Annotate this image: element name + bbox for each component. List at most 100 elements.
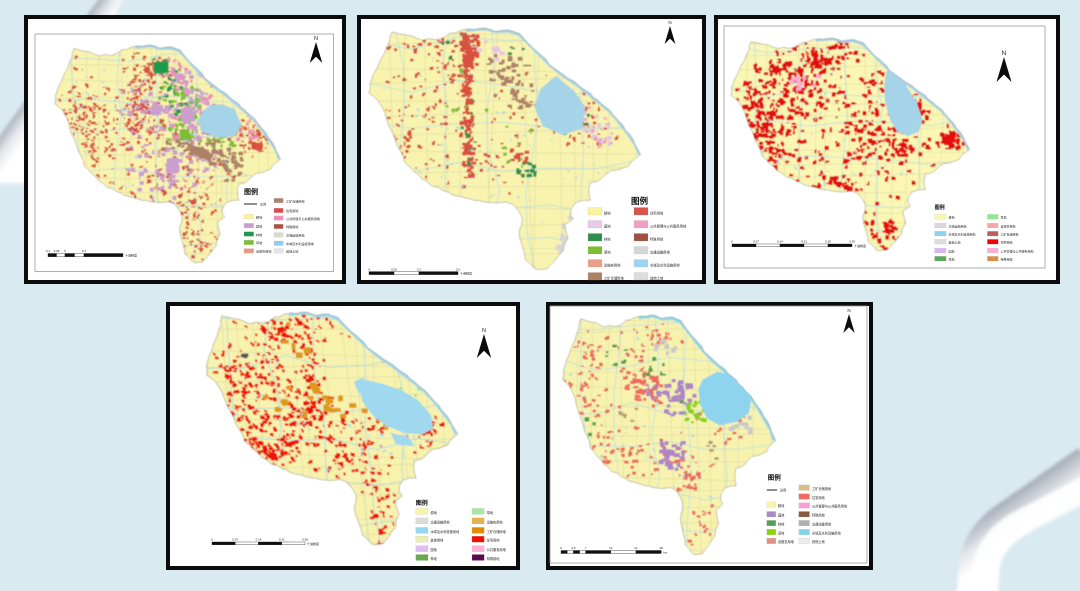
svg-text:图例: 图例 xyxy=(768,473,782,482)
svg-text:0.14: 0.14 xyxy=(777,240,783,244)
svg-text:耕地: 耕地 xyxy=(949,215,955,220)
svg-text:0.35: 0.35 xyxy=(849,240,855,244)
svg-text:林地: 林地 xyxy=(778,521,785,526)
svg-text:园地: 园地 xyxy=(778,513,785,518)
svg-text:图例: 图例 xyxy=(935,204,945,211)
svg-text:住宅用地: 住宅用地 xyxy=(286,208,298,213)
svg-text:3.5: 3.5 xyxy=(571,546,576,550)
svg-text:住宅用地: 住宅用地 xyxy=(487,538,501,543)
svg-text:0.05: 0.05 xyxy=(391,267,397,271)
svg-text:十进制度: 十进制度 xyxy=(125,253,137,258)
svg-text:注界: 注界 xyxy=(780,487,787,492)
svg-text:0.05: 0.05 xyxy=(54,249,60,253)
svg-text:住宅用地: 住宅用地 xyxy=(650,211,664,216)
svg-text:0: 0 xyxy=(560,546,562,550)
svg-text:其他土地: 其他土地 xyxy=(812,539,826,544)
svg-text:园地: 园地 xyxy=(949,248,955,253)
svg-text:水域及水利设施用地: 水域及水利设施用地 xyxy=(431,529,460,534)
svg-text:其他用地: 其他用地 xyxy=(431,538,445,543)
svg-text:N: N xyxy=(668,20,671,25)
svg-text:N: N xyxy=(482,328,486,334)
svg-text:公共管理与公共服务用地: 公共管理与公共服务用地 xyxy=(650,224,687,229)
svg-text:十进制度: 十进制度 xyxy=(460,271,472,276)
svg-text:0.21: 0.21 xyxy=(279,538,285,542)
svg-text:14: 14 xyxy=(609,546,613,550)
svg-text:设施农用地: 设施农用地 xyxy=(487,519,504,524)
svg-text:0.07: 0.07 xyxy=(753,240,759,244)
svg-text:林地: 林地 xyxy=(604,237,611,242)
svg-text:林地: 林地 xyxy=(949,257,955,262)
svg-text:N: N xyxy=(314,36,318,42)
svg-text:0.2: 0.2 xyxy=(456,267,461,271)
svg-text:住宅用地: 住宅用地 xyxy=(1001,240,1013,245)
svg-text:公共管理与公共服务用地: 公共管理与公共服务用地 xyxy=(812,504,848,509)
svg-text:7: 7 xyxy=(585,546,587,550)
svg-text:水域及水利设施用地: 水域及水利设施用地 xyxy=(650,263,680,268)
svg-text:水域及水利设施用地: 水域及水利设施用地 xyxy=(812,530,841,535)
svg-text:设施农用地: 设施农用地 xyxy=(604,263,621,268)
svg-text:交通运输用地: 交通运输用地 xyxy=(812,521,832,526)
svg-text:0.1: 0.1 xyxy=(82,249,87,253)
svg-text:耕地: 耕地 xyxy=(431,510,438,515)
svg-text:0.1: 0.1 xyxy=(417,267,422,271)
svg-text:其他土地: 其他土地 xyxy=(286,249,298,254)
svg-text:特殊用地: 特殊用地 xyxy=(1001,257,1013,262)
svg-text:工矿仓储用地: 工矿仓储用地 xyxy=(286,198,305,203)
svg-text:耕地: 耕地 xyxy=(778,503,785,508)
svg-text:0.28: 0.28 xyxy=(825,240,831,244)
svg-text:0: 0 xyxy=(731,240,733,244)
svg-text:28: 28 xyxy=(660,546,664,550)
svg-text:十进制度: 十进制度 xyxy=(854,243,866,248)
svg-text:草地: 草地 xyxy=(778,530,785,535)
svg-text:0.07: 0.07 xyxy=(232,538,238,542)
svg-text:特殊用地: 特殊用地 xyxy=(650,237,664,242)
svg-text:设施农用地: 设施农用地 xyxy=(1001,223,1016,228)
svg-text:交通运输用地: 交通运输用地 xyxy=(949,223,967,228)
svg-text:注界: 注界 xyxy=(260,201,266,206)
svg-text:公共管理与公共服务用地: 公共管理与公共服务用地 xyxy=(286,216,320,221)
svg-text:工矿仓储用地: 工矿仓储用地 xyxy=(812,486,832,491)
svg-text:N: N xyxy=(1002,50,1007,57)
svg-text:0.14: 0.14 xyxy=(256,538,262,542)
svg-text:特殊用地: 特殊用地 xyxy=(286,224,298,229)
svg-text:其他土地: 其他土地 xyxy=(650,276,664,281)
svg-text:交通运输用地: 交通运输用地 xyxy=(650,250,670,255)
svg-text:工矿仓储用地: 工矿仓储用地 xyxy=(604,276,624,281)
svg-text:水域及水利设施用地: 水域及水利设施用地 xyxy=(286,241,314,246)
svg-text:公共服务用地: 公共服务用地 xyxy=(487,547,507,552)
svg-text:交通运输用地: 交通运输用地 xyxy=(286,233,305,238)
svg-text:公共管理与公共服务用地: 公共管理与公共服务用地 xyxy=(1001,248,1034,253)
svg-text:图例: 图例 xyxy=(631,196,649,206)
svg-text:0: 0 xyxy=(64,249,66,253)
svg-text:设施农用地: 设施农用地 xyxy=(256,249,271,254)
svg-text:图例: 图例 xyxy=(416,499,428,507)
svg-text:耕地: 耕地 xyxy=(256,214,262,219)
svg-text:林地: 林地 xyxy=(256,232,262,237)
svg-text:园地: 园地 xyxy=(604,224,611,229)
svg-text:十进制度: 十进制度 xyxy=(307,541,319,546)
svg-text:图例: 图例 xyxy=(244,187,258,196)
svg-text:km: km xyxy=(663,551,668,555)
svg-text:设施农用地: 设施农用地 xyxy=(778,539,795,544)
svg-text:园地: 园地 xyxy=(431,547,438,552)
svg-text:草地: 草地 xyxy=(604,250,611,255)
svg-text:0: 0 xyxy=(211,538,213,542)
svg-text:林地: 林地 xyxy=(431,556,438,561)
svg-text:特殊用地: 特殊用地 xyxy=(812,513,826,518)
svg-text:工矿仓储用地: 工矿仓储用地 xyxy=(487,529,507,534)
svg-text:住宅用地: 住宅用地 xyxy=(812,495,826,500)
svg-text:N: N xyxy=(847,308,850,313)
svg-text:草地: 草地 xyxy=(1001,215,1007,220)
svg-text:其他土地: 其他土地 xyxy=(949,240,961,245)
svg-text:园地: 园地 xyxy=(256,223,262,228)
svg-text:0.28: 0.28 xyxy=(302,538,308,542)
svg-text:特殊用地: 特殊用地 xyxy=(487,556,501,561)
svg-text:21: 21 xyxy=(634,546,638,550)
svg-text:水域及水利设施用地: 水域及水利设施用地 xyxy=(949,232,976,237)
svg-text:0: 0 xyxy=(368,267,370,271)
svg-text:0.21: 0.21 xyxy=(801,240,807,244)
svg-text:草地: 草地 xyxy=(487,510,494,515)
svg-text:耕地: 耕地 xyxy=(604,211,611,216)
svg-text:工矿仓储用地: 工矿仓储用地 xyxy=(1001,232,1019,237)
svg-text:0.1: 0.1 xyxy=(46,249,51,253)
